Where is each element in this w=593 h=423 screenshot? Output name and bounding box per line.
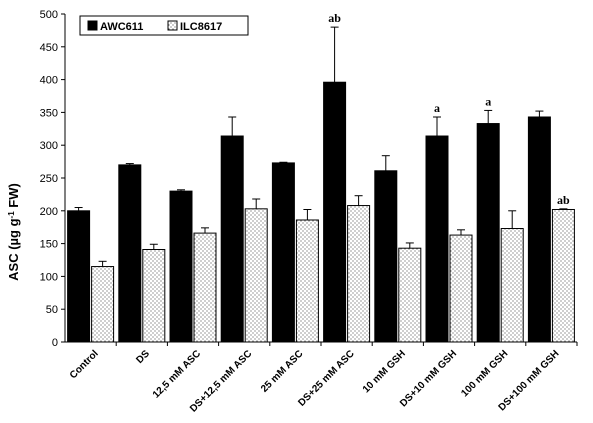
bar-awc611 — [169, 190, 193, 343]
x-category-label: 12,5 mM ASC — [151, 348, 203, 400]
bar-ilc8617 — [449, 234, 473, 343]
y-tick-label: 400 — [40, 75, 58, 87]
bar-awc611 — [220, 135, 244, 343]
error-bars — [74, 26, 568, 267]
bar-ilc8617 — [142, 249, 166, 343]
x-category-label: 10 mM GSH — [361, 348, 408, 395]
bar-ilc8617 — [551, 208, 575, 343]
legend-swatch-awc611 — [87, 20, 98, 31]
significance-labels: ab a a ab — [328, 11, 570, 207]
y-axis-ticks: 0 50 100 150 200 250 300 350 400 450 500 — [40, 9, 65, 349]
y-tick-label: 100 — [40, 271, 58, 283]
bar-ilc8617 — [398, 247, 422, 343]
y-tick-label: 50 — [46, 304, 58, 316]
significance-label: a — [434, 101, 440, 115]
x-category-label: DS+10 mM GSH — [398, 348, 459, 409]
y-tick-label: 500 — [40, 9, 58, 21]
bar-ilc8617 — [295, 219, 319, 343]
y-tick-label: 150 — [40, 239, 58, 251]
bar-awc611 — [527, 116, 551, 343]
bar-awc611 — [476, 123, 500, 343]
bar-ilc8617 — [500, 228, 524, 343]
bar-awc611 — [425, 135, 449, 343]
y-tick-label: 200 — [40, 206, 58, 218]
legend: AWC611 ILC8617 — [79, 15, 249, 36]
y-tick-label: 0 — [52, 337, 58, 349]
x-category-label: 100 mM GSH — [459, 348, 510, 399]
y-tick-label: 350 — [40, 107, 58, 119]
legend-label-awc611: AWC611 — [100, 21, 143, 33]
significance-label: a — [485, 94, 491, 108]
bar-ilc8617 — [193, 232, 217, 343]
legend-label-ilc8617: ILC8617 — [180, 21, 222, 33]
bar-ilc8617 — [347, 205, 371, 343]
significance-label: ab — [557, 193, 570, 207]
bar-awc611 — [323, 81, 347, 343]
x-category-label: 25 mM ASC — [259, 348, 305, 394]
significance-label: ab — [328, 11, 341, 25]
bars — [67, 81, 575, 343]
y-axis-title: ASC (µg g-1 FW) — [6, 183, 21, 281]
y-tick-label: 250 — [40, 173, 58, 185]
bar-ilc8617 — [244, 208, 268, 343]
x-category-label: DS+25 mM ASC — [296, 348, 356, 408]
bar-awc611 — [118, 164, 142, 343]
bar-ilc8617 — [91, 266, 115, 343]
x-category-label: DS — [134, 348, 152, 366]
y-tick-label: 450 — [40, 42, 58, 54]
x-category-label: Control — [68, 348, 101, 381]
legend-box — [79, 15, 249, 36]
y-tick-label: 300 — [40, 140, 58, 152]
bar-awc611 — [67, 210, 91, 343]
bar-awc611 — [374, 170, 398, 343]
bar-awc611 — [271, 162, 295, 343]
legend-swatch-ilc8617 — [167, 20, 178, 31]
